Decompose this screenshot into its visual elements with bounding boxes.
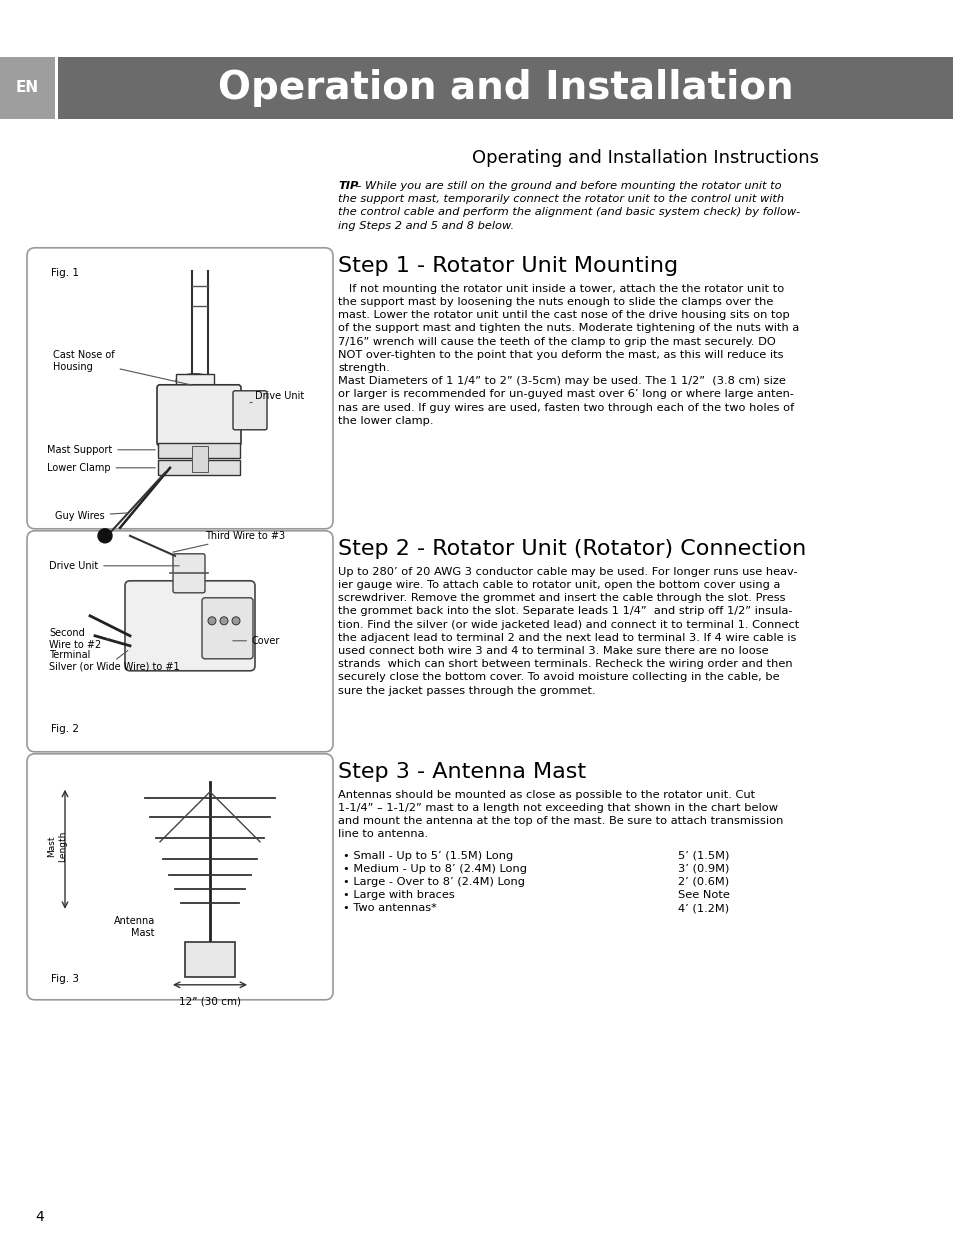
Circle shape xyxy=(208,616,215,625)
Text: NOT over-tighten to the point that you deform the mast, as this will reduce its: NOT over-tighten to the point that you d… xyxy=(337,350,782,359)
FancyBboxPatch shape xyxy=(27,531,333,752)
Text: the support mast, temporarily connect the rotator unit to the control unit with: the support mast, temporarily connect th… xyxy=(337,194,783,204)
Circle shape xyxy=(98,529,112,543)
Text: Fig. 3: Fig. 3 xyxy=(51,974,79,984)
Text: ing Steps 2 and 5 and 8 below.: ing Steps 2 and 5 and 8 below. xyxy=(337,221,514,231)
Text: Mast
Length: Mast Length xyxy=(48,830,67,862)
FancyBboxPatch shape xyxy=(202,598,253,658)
Text: • Large with braces: • Large with braces xyxy=(343,890,455,900)
Text: • Large - Over to 8’ (2.4M) Long: • Large - Over to 8’ (2.4M) Long xyxy=(343,877,524,887)
Text: Fig. 2: Fig. 2 xyxy=(51,724,79,734)
Text: 4’ (1.2M): 4’ (1.2M) xyxy=(678,903,728,914)
FancyBboxPatch shape xyxy=(27,248,333,529)
Text: Step 3 - Antenna Mast: Step 3 - Antenna Mast xyxy=(337,762,585,782)
Text: See Note: See Note xyxy=(678,890,729,900)
Text: the support mast by loosening the nuts enough to slide the clamps over the: the support mast by loosening the nuts e… xyxy=(337,296,773,308)
Text: 1-1/4” – 1-1/2” mast to a length not exceeding that shown in the chart below: 1-1/4” – 1-1/2” mast to a length not exc… xyxy=(337,803,778,813)
Text: 3’ (0.9M): 3’ (0.9M) xyxy=(678,863,729,874)
Bar xyxy=(192,446,208,472)
Text: Cover: Cover xyxy=(233,636,280,646)
FancyBboxPatch shape xyxy=(233,390,267,430)
Bar xyxy=(158,443,240,458)
Text: 4: 4 xyxy=(35,1210,44,1224)
Text: mast. Lower the rotator unit until the cast nose of the drive housing sits on to: mast. Lower the rotator unit until the c… xyxy=(337,310,789,320)
Circle shape xyxy=(220,616,228,625)
Text: Terminal
Silver (or Wide Wire) to #1: Terminal Silver (or Wide Wire) to #1 xyxy=(49,650,179,672)
Text: Mast Diameters of 1 1/4” to 2” (3-5cm) may be used. The 1 1/2”  (3.8 cm) size: Mast Diameters of 1 1/4” to 2” (3-5cm) m… xyxy=(337,377,785,387)
Text: 5’ (1.5M): 5’ (1.5M) xyxy=(678,851,729,861)
Text: Operating and Installation Instructions: Operating and Installation Instructions xyxy=(472,149,819,167)
Text: If not mounting the rotator unit inside a tower, attach the the rotator unit to: If not mounting the rotator unit inside … xyxy=(337,284,783,294)
Bar xyxy=(58,57,953,119)
Text: • Two antennas*: • Two antennas* xyxy=(343,903,436,914)
Bar xyxy=(0,57,55,119)
Text: of the support mast and tighten the nuts. Moderate tightening of the nuts with a: of the support mast and tighten the nuts… xyxy=(337,324,799,333)
Bar xyxy=(185,942,234,977)
Text: Cast Nose of
Housing: Cast Nose of Housing xyxy=(53,350,193,385)
Text: EN: EN xyxy=(16,80,39,95)
Text: Mast Support: Mast Support xyxy=(47,445,155,454)
Text: nas are used. If guy wires are used, fasten two through each of the two holes of: nas are used. If guy wires are used, fas… xyxy=(337,403,794,412)
Text: • Small - Up to 5’ (1.5M) Long: • Small - Up to 5’ (1.5M) Long xyxy=(343,851,513,861)
Bar xyxy=(158,459,240,474)
Text: Drive Unit: Drive Unit xyxy=(250,390,304,403)
Text: tion. Find the silver (or wide jacketed lead) and connect it to terminal 1. Conn: tion. Find the silver (or wide jacketed … xyxy=(337,620,799,630)
Text: Up to 280’ of 20 AWG 3 conductor cable may be used. For longer runs use heav-: Up to 280’ of 20 AWG 3 conductor cable m… xyxy=(337,567,797,577)
Text: or larger is recommended for un-guyed mast over 6’ long or where large anten-: or larger is recommended for un-guyed ma… xyxy=(337,389,793,399)
Circle shape xyxy=(232,616,240,625)
Text: securely close the bottom cover. To avoid moisture collecting in the cable, be: securely close the bottom cover. To avoi… xyxy=(337,672,779,683)
Text: Antenna
Mast: Antenna Mast xyxy=(113,916,154,937)
Text: Lower Clamp: Lower Clamp xyxy=(47,463,155,473)
Text: – While you are still on the ground and before mounting the rotator unit to: – While you are still on the ground and … xyxy=(352,182,781,191)
Ellipse shape xyxy=(175,374,213,388)
Text: Operation and Installation: Operation and Installation xyxy=(218,69,793,107)
Text: Second
Wire to #2: Second Wire to #2 xyxy=(49,629,109,650)
FancyBboxPatch shape xyxy=(27,753,333,1000)
Text: ier gauge wire. To attach cable to rotator unit, open the bottom cover using a: ier gauge wire. To attach cable to rotat… xyxy=(337,580,780,590)
Text: Antennas should be mounted as close as possible to the rotator unit. Cut: Antennas should be mounted as close as p… xyxy=(337,790,755,800)
Text: • Medium - Up to 8’ (2.4M) Long: • Medium - Up to 8’ (2.4M) Long xyxy=(343,863,526,874)
Text: the lower clamp.: the lower clamp. xyxy=(337,416,433,426)
Text: Step 1 - Rotator Unit Mounting: Step 1 - Rotator Unit Mounting xyxy=(337,256,678,275)
Text: Drive Unit: Drive Unit xyxy=(49,561,179,571)
FancyBboxPatch shape xyxy=(157,385,241,446)
Text: sure the jacket passes through the grommet.: sure the jacket passes through the gromm… xyxy=(337,685,595,695)
Text: Step 2 - Rotator Unit (Rotator) Connection: Step 2 - Rotator Unit (Rotator) Connecti… xyxy=(337,538,805,558)
Text: screwdriver. Remove the grommet and insert the cable through the slot. Press: screwdriver. Remove the grommet and inse… xyxy=(337,593,784,603)
Text: TIP: TIP xyxy=(337,182,358,191)
Text: 12” (30 cm): 12” (30 cm) xyxy=(179,997,241,1007)
Bar xyxy=(175,374,213,394)
Text: line to antenna.: line to antenna. xyxy=(337,830,428,840)
Text: Third Wire to #3: Third Wire to #3 xyxy=(172,531,285,552)
Text: strands  which can short between terminals. Recheck the wiring order and then: strands which can short between terminal… xyxy=(337,659,792,669)
FancyBboxPatch shape xyxy=(125,580,254,671)
Text: Guy Wires: Guy Wires xyxy=(55,511,127,521)
Text: used connect both wire 3 and 4 to terminal 3. Make sure there are no loose: used connect both wire 3 and 4 to termin… xyxy=(337,646,768,656)
FancyBboxPatch shape xyxy=(172,553,205,593)
Text: the adjacent lead to terminal 2 and the next lead to terminal 3. If 4 wire cable: the adjacent lead to terminal 2 and the … xyxy=(337,632,796,642)
Text: 7/16” wrench will cause the teeth of the clamp to grip the mast securely. DO: 7/16” wrench will cause the teeth of the… xyxy=(337,337,775,347)
Text: and mount the antenna at the top of the mast. Be sure to attach transmission: and mount the antenna at the top of the … xyxy=(337,816,782,826)
Text: the control cable and perform the alignment (and basic system check) by follow-: the control cable and perform the alignm… xyxy=(337,207,800,217)
Text: the grommet back into the slot. Separate leads 1 1/4”  and strip off 1/2” insula: the grommet back into the slot. Separate… xyxy=(337,606,792,616)
Text: 2’ (0.6M): 2’ (0.6M) xyxy=(678,877,728,887)
Text: strength.: strength. xyxy=(337,363,390,373)
Text: Fig. 1: Fig. 1 xyxy=(51,268,79,278)
